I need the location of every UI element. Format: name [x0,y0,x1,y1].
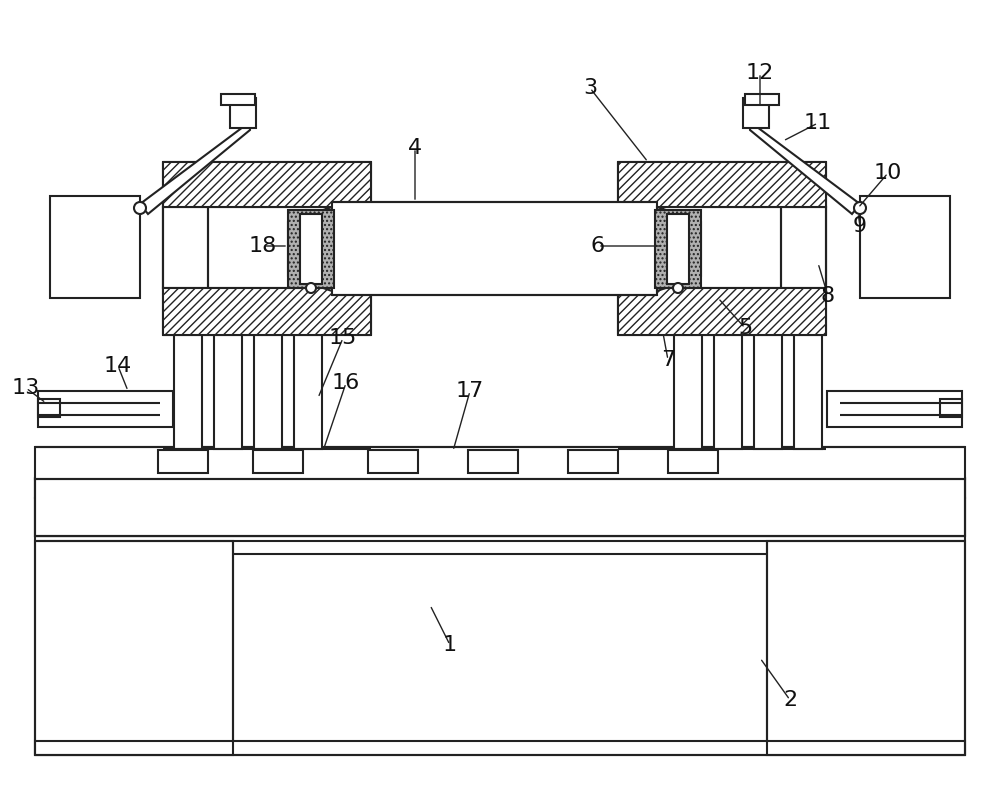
Text: 3: 3 [583,78,597,98]
Text: 10: 10 [874,163,902,183]
Bar [655,210,701,288]
Polygon shape [288,207,332,291]
Bar [38,399,60,417]
Bar [174,333,202,449]
Bar [35,478,965,498]
Bar [674,333,702,449]
Bar [253,450,303,473]
Bar [288,210,334,288]
Circle shape [854,202,866,214]
Bar [743,98,769,128]
Text: 9: 9 [853,216,867,236]
Text: 14: 14 [104,356,132,376]
Polygon shape [657,207,701,291]
Bar [230,98,256,128]
Text: 5: 5 [738,318,752,338]
Bar [618,207,826,288]
Bar [38,391,173,427]
Bar [860,196,950,298]
Text: 8: 8 [821,286,835,306]
Bar [754,333,782,449]
Bar [221,94,255,105]
Bar [35,447,965,479]
Text: 13: 13 [12,378,40,398]
Bar [714,333,742,449]
Text: 7: 7 [661,350,675,370]
Text: 18: 18 [249,236,277,256]
Text: 11: 11 [804,113,832,133]
Bar [668,450,718,473]
Circle shape [306,283,316,293]
Text: 6: 6 [591,236,605,256]
Bar [568,450,618,473]
Bar [326,207,371,288]
Bar [163,162,371,207]
Bar [163,207,208,288]
Bar [294,333,322,449]
Bar [163,288,371,335]
Bar [214,333,242,449]
Text: 12: 12 [746,63,774,83]
Bar [35,741,965,755]
Bar [618,162,826,207]
Bar [332,202,657,295]
Text: 1: 1 [443,635,457,655]
Text: 15: 15 [329,328,357,348]
Bar [368,450,418,473]
Bar [35,498,965,536]
Bar [745,94,779,105]
Text: 4: 4 [408,138,422,158]
Bar [158,450,208,473]
Bar [794,333,822,449]
Bar [254,333,282,449]
Bar [50,196,140,298]
Circle shape [673,283,683,293]
Bar [781,207,826,288]
Bar [163,207,371,288]
Bar [618,207,663,288]
Text: 17: 17 [456,381,484,401]
Bar [300,214,322,284]
Bar [940,399,962,417]
Polygon shape [140,103,250,214]
Polygon shape [750,103,860,214]
Bar [35,478,965,536]
Bar [767,541,965,755]
Text: 16: 16 [332,373,360,393]
Bar [618,288,826,335]
Bar [827,391,962,427]
Bar [468,450,518,473]
Text: 2: 2 [783,690,797,710]
Bar [667,214,689,284]
Circle shape [134,202,146,214]
Bar [35,541,233,755]
